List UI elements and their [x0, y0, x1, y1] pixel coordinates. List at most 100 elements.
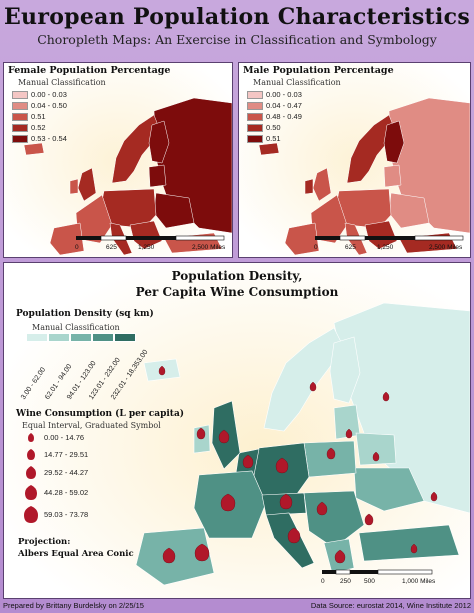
wine-legend-item: 0.00 - 14.76: [24, 431, 84, 443]
wine-symbol: [279, 493, 293, 510]
female-map-panel: Female Population Percentage Manual Clas…: [3, 62, 233, 258]
wine-symbol: [316, 501, 328, 516]
density-map-panel: Population Density, Per Capita Wine Cons…: [3, 262, 471, 599]
female-scale-label-2: 1,250: [138, 244, 155, 251]
male-ireland-region: [304, 178, 314, 195]
density-legend-swatch: [26, 333, 48, 342]
male-legend-subtitle: Manual Classification: [253, 78, 341, 87]
male-legend-item: 0.51: [247, 134, 281, 143]
wine-drop-icon: [27, 449, 35, 460]
density-ukraine-region: [353, 467, 425, 512]
female-finland-region: [148, 120, 170, 164]
female-scale-label-1: 625: [106, 244, 117, 251]
male-iceland-region: [258, 142, 280, 156]
male-scale-label-3: 2,500 Miles: [429, 244, 463, 251]
page-title: European Population Characteristics: [3, 4, 471, 30]
page-subtitle: Choropleth Maps: An Exercise in Classifi…: [37, 32, 437, 47]
wine-symbol: [218, 429, 230, 444]
female-legend-swatch: [12, 112, 28, 121]
wine-drop-icon: [28, 433, 34, 442]
female-ireland-region: [69, 178, 79, 195]
female-legend-item: 0.52: [12, 123, 46, 132]
male-legend-item: 0.04 - 0.47: [247, 101, 302, 110]
female-legend-swatch: [12, 123, 28, 132]
density-scale-label-3: 1,000 Miles: [402, 578, 436, 585]
wine-legend-label: 0.00 - 14.76: [44, 432, 85, 442]
male-baltics-region: [383, 164, 402, 188]
male-map: [239, 63, 470, 257]
male-legend-item: 0.00 - 0.03: [247, 90, 302, 99]
male-scale-label-0: 0: [314, 244, 318, 251]
density-map-title-line2: Per Capita Wine Consumption: [135, 285, 339, 299]
projection-head: Projection:: [18, 537, 71, 547]
wine-symbol: [162, 547, 176, 564]
male-legend-swatch: [247, 123, 263, 132]
male-iberia-region: [284, 222, 320, 256]
density-scale-label-2: 500: [364, 578, 375, 585]
female-legend-swatch: [12, 134, 28, 143]
density-legend-head: Population Density (sq km): [16, 309, 154, 319]
female-legend-swatch: [12, 101, 28, 110]
male-scale-label-1: 625: [345, 244, 356, 251]
wine-symbol: [287, 527, 301, 544]
density-map-title-line1: Population Density,: [171, 269, 303, 283]
female-iceland-region: [23, 142, 45, 156]
female-iberia-region: [49, 222, 85, 256]
male-legend-swatch: [247, 90, 263, 99]
male-legend-swatch: [247, 134, 263, 143]
wine-symbol: [194, 543, 210, 562]
density-map: [4, 263, 470, 598]
footer-credit: Prepared by Brittany Burdelsky on 2/25/1…: [3, 601, 144, 610]
female-uk-region: [77, 167, 97, 202]
wine-legend-head: Wine Consumption (L per capita): [16, 409, 185, 419]
female-legend-swatch: [12, 90, 28, 99]
female-legend-item: 0.53 - 0.54: [12, 134, 67, 143]
wine-legend-item: 59.03 - 73.78: [24, 504, 88, 524]
wine-symbol: [372, 451, 380, 462]
male-legend-label: 0.04 - 0.47: [266, 101, 302, 110]
female-legend-label: 0.52: [31, 123, 46, 132]
density-legend-swatch: [114, 333, 136, 342]
wine-legend-label: 14.77 - 29.51: [44, 449, 89, 459]
male-legend-label: 0.50: [266, 123, 281, 132]
female-map-title: Female Population Percentage: [8, 65, 171, 76]
female-baltics-region: [148, 164, 167, 188]
male-legend-item: 0.50: [247, 123, 281, 132]
header: European Population Characteristics Chor…: [0, 0, 474, 60]
wine-symbol: [275, 457, 289, 474]
female-scale-label-0: 0: [75, 244, 79, 251]
wine-legend-item: 44.28 - 59.02: [24, 483, 88, 501]
female-map: [4, 63, 232, 257]
wine-symbol: [158, 365, 166, 376]
male-legend-label: 0.51: [266, 134, 281, 143]
female-scale-label-3: 2,500 Miles: [192, 244, 226, 251]
male-legend-swatch: [247, 112, 263, 121]
density-scalebar: [322, 569, 433, 575]
female-legend-label: 0.00 - 0.03: [31, 90, 67, 99]
male-finland-region: [383, 120, 405, 164]
female-legend-item: 0.51: [12, 112, 46, 121]
wine-symbol: [326, 447, 336, 460]
density-legend-subtitle: Manual Classification: [32, 323, 120, 332]
male-legend-swatch: [247, 101, 263, 110]
wine-legend-item: 14.77 - 29.51: [24, 447, 88, 461]
wine-legend-item: 29.52 - 44.27: [24, 464, 88, 480]
wine-symbol: [410, 543, 418, 554]
female-legend-subtitle: Manual Classification: [18, 78, 106, 87]
projection-value: Albers Equal Area Conic: [18, 549, 134, 559]
female-legend-item: 0.04 - 0.50: [12, 101, 67, 110]
density-finland-region: [329, 336, 361, 404]
density-scale-label-0: 0: [321, 578, 325, 585]
wine-drop-icon: [24, 506, 38, 523]
male-legend-label: 0.48 - 0.49: [266, 112, 302, 121]
wine-drop-icon: [25, 485, 37, 500]
female-legend-label: 0.51: [31, 112, 46, 121]
density-belarus-region: [355, 432, 397, 466]
male-scalebar: [315, 235, 464, 241]
wine-drop-icon: [26, 466, 36, 479]
wine-legend-label: 29.52 - 44.27: [44, 467, 89, 477]
male-map-panel: Male Population Percentage Manual Classi…: [238, 62, 471, 258]
male-legend-item: 0.48 - 0.49: [247, 112, 302, 121]
wine-legend-subtitle: Equal Interval, Graduated Symbol: [22, 421, 161, 430]
wine-symbol: [345, 428, 353, 439]
